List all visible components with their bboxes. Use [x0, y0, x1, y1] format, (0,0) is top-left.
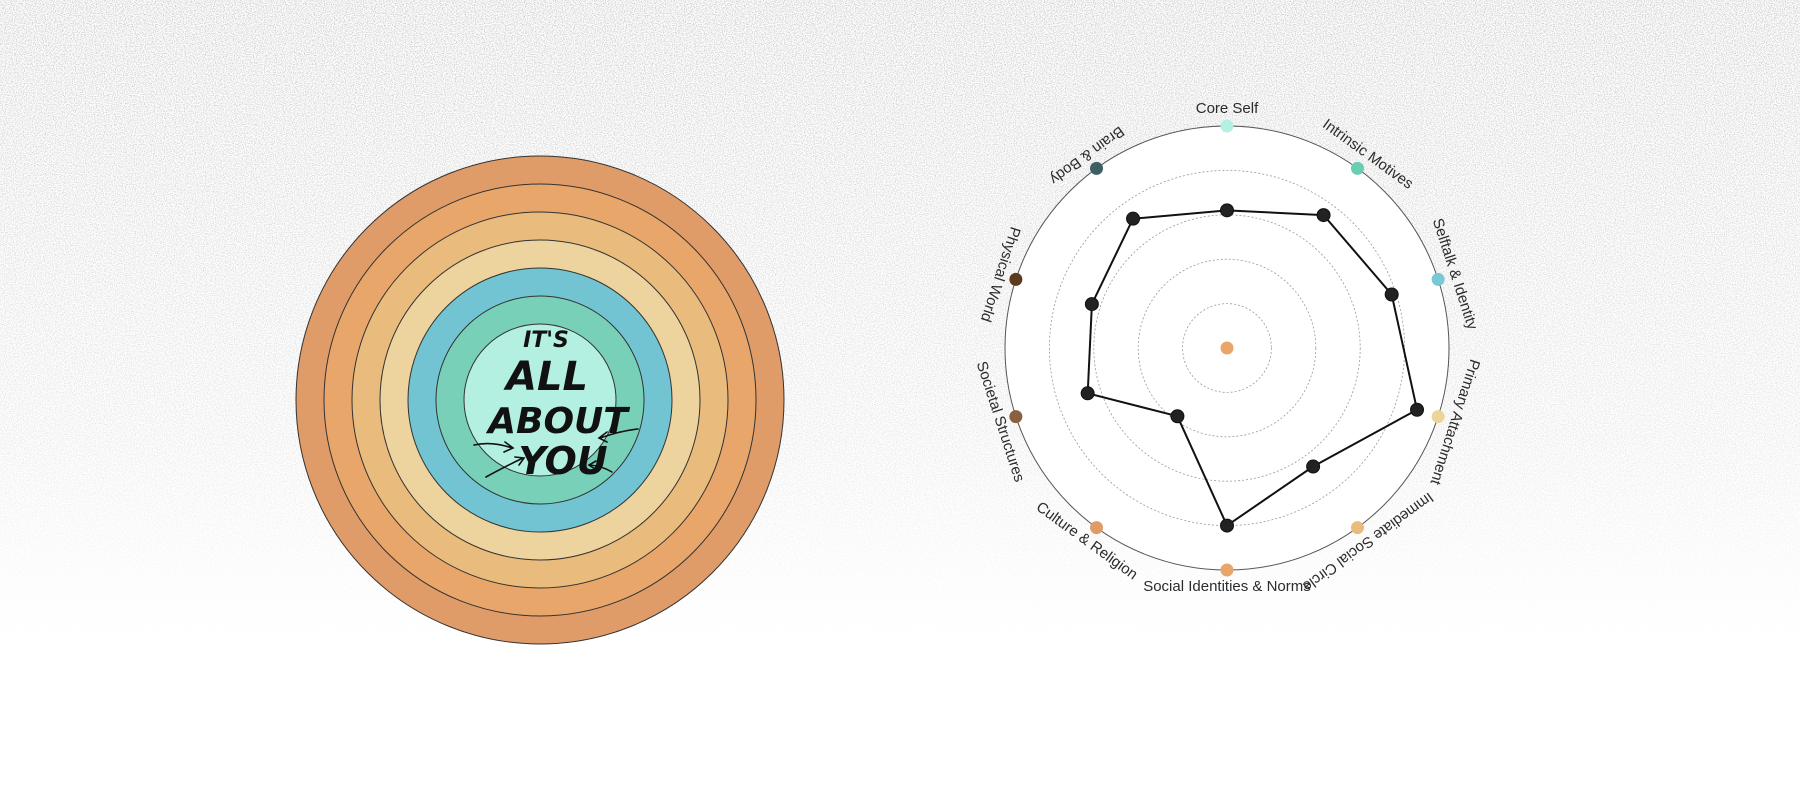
radar-data-point: [1384, 287, 1399, 302]
axis-marker: [1009, 410, 1023, 424]
center-text-line-1: IT'S: [523, 328, 569, 353]
axis-marker: [1090, 521, 1104, 535]
radar-center-dot: [1220, 341, 1234, 355]
center-handwritten-text: IT'S ALL ABOUT YOU: [473, 328, 639, 483]
radar-data-point: [1126, 211, 1141, 226]
axis-label: Core Self: [1196, 100, 1259, 117]
radar-data-point: [1410, 402, 1425, 417]
radar-data-point: [1316, 208, 1331, 223]
radar-data-point: [1084, 297, 1099, 312]
center-text-line-2: ALL: [503, 354, 588, 400]
axis-marker: [1431, 272, 1445, 286]
rings: [295, 155, 785, 645]
radar-data-point: [1220, 518, 1234, 533]
axis-marker: [1350, 161, 1364, 175]
radar-grid: [1004, 125, 1450, 571]
axis-marker: [1090, 161, 1104, 175]
axis-label: Social Identities & Norms: [1143, 578, 1311, 595]
radar-data-point: [1220, 203, 1234, 218]
axis-marker: [1220, 563, 1234, 577]
arrow-doodle-right: [597, 428, 639, 443]
radar-grid-ring: [1093, 214, 1361, 482]
radar-data-point: [1080, 386, 1095, 401]
axis-marker: [1350, 521, 1364, 535]
radar-grid-ring: [1182, 303, 1272, 393]
ring-7: [463, 323, 617, 477]
axis-markers: [1009, 119, 1445, 577]
axis-marker: [1009, 272, 1023, 286]
concentric-rings-graphic: IT'S ALL ABOUT YOU: [295, 155, 785, 645]
axis-marker: [1431, 410, 1445, 424]
radar-grid-ring: [1137, 258, 1317, 438]
axis-marker: [1220, 119, 1234, 133]
radar-data-point: [1306, 459, 1321, 474]
center-text-line-4: YOU: [518, 439, 607, 483]
radar-series: [1080, 203, 1425, 533]
arrow-doodle-right-lower: [587, 460, 613, 473]
radar-data-point: [1170, 409, 1185, 424]
radar-grid-ring: [1048, 169, 1406, 527]
arrow-doodles: [473, 428, 639, 478]
arrow-doodle-left-lower: [485, 456, 526, 478]
arrow-doodle-left: [473, 441, 515, 453]
